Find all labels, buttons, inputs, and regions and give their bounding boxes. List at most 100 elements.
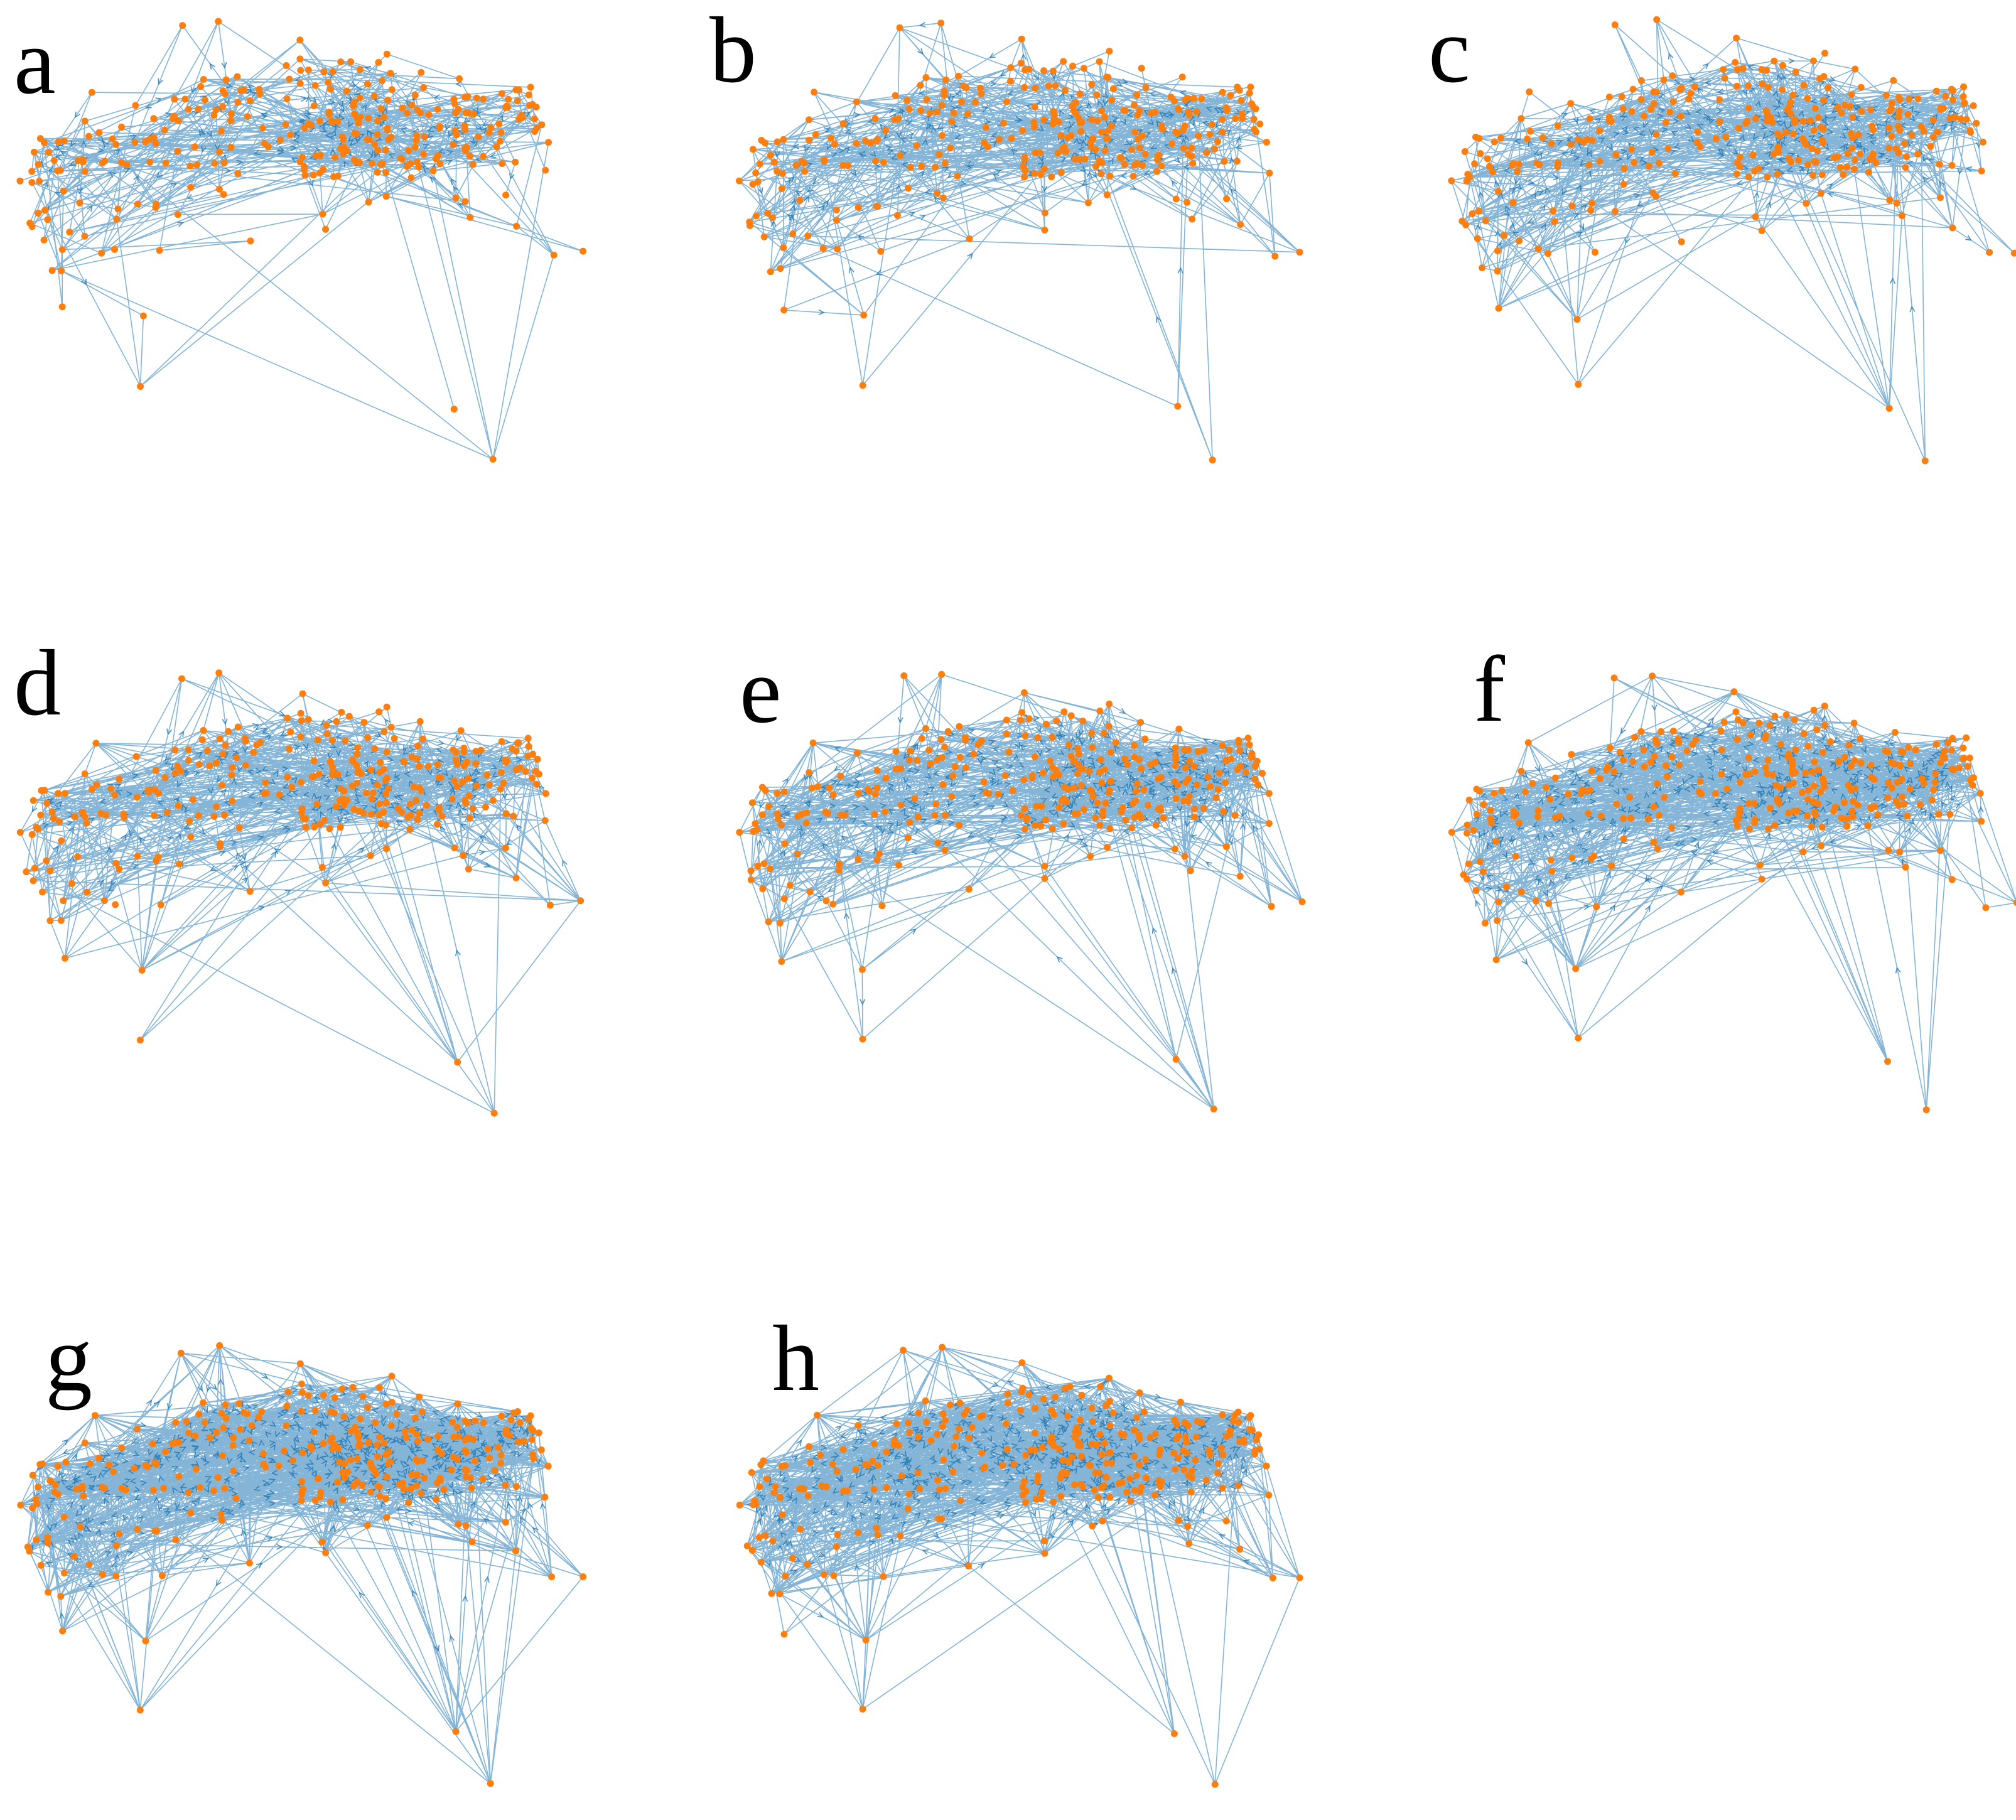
network-node [1605, 113, 1613, 121]
network-node [221, 811, 228, 819]
network-node [1095, 1494, 1102, 1501]
network-node [1637, 77, 1645, 84]
network-node [58, 303, 66, 311]
network-node [211, 159, 218, 167]
network-node [1050, 1499, 1057, 1506]
network-node [1106, 1397, 1113, 1405]
network-node [1139, 162, 1146, 170]
network-node [1865, 168, 1872, 176]
network-node [183, 1418, 190, 1425]
network-node [516, 1419, 524, 1426]
network-node [1811, 105, 1819, 112]
network-node [450, 406, 458, 413]
network-node [1739, 719, 1747, 727]
network-node [1097, 170, 1105, 178]
network-node [455, 105, 462, 113]
network-node [1251, 775, 1258, 783]
network-node [258, 1408, 266, 1416]
network-node [172, 1419, 180, 1426]
network-node [470, 110, 477, 118]
network-node [1227, 92, 1234, 99]
network-node [1717, 727, 1725, 735]
network-node [1774, 797, 1781, 805]
network-node [512, 1547, 519, 1554]
network-node [1003, 98, 1010, 105]
network-node [36, 135, 44, 143]
network-node [85, 132, 92, 140]
network-node [74, 157, 82, 164]
network-node [1821, 50, 1828, 57]
network-node [1592, 249, 1598, 256]
network-node [233, 754, 240, 762]
network-node [374, 1483, 382, 1490]
network-node [99, 159, 106, 166]
network-node [748, 1547, 756, 1554]
network-node [1017, 716, 1025, 724]
network-node [1830, 154, 1838, 161]
network-node [831, 141, 838, 148]
network-node [1020, 776, 1028, 783]
network-node [525, 91, 532, 99]
network-node [26, 1548, 33, 1555]
network-node [1266, 170, 1273, 177]
network-node [1568, 202, 1576, 210]
network-node [546, 902, 554, 909]
network-node [1106, 825, 1114, 832]
network-node [327, 85, 334, 93]
network-node [384, 96, 392, 104]
network-node [91, 1412, 99, 1419]
network-node [282, 121, 289, 128]
network-node [16, 829, 24, 836]
network-node [1758, 66, 1765, 73]
network-node [382, 169, 390, 176]
network-node [475, 133, 482, 141]
network-node [414, 742, 421, 750]
network-node [1231, 812, 1239, 819]
network-node [320, 68, 328, 75]
network-node [1789, 130, 1797, 137]
network-node [1536, 161, 1543, 168]
network-node [1723, 785, 1731, 793]
network-node [95, 1455, 102, 1462]
network-node [1009, 787, 1016, 794]
network-node [1896, 848, 1904, 856]
network-node [747, 867, 755, 875]
network-node [1651, 100, 1658, 107]
network-node [461, 1436, 469, 1444]
panel-h: h [736, 1306, 1303, 1788]
network-node [48, 809, 56, 816]
network-node [1227, 755, 1235, 763]
network-node [1174, 781, 1182, 789]
network-node [1077, 782, 1085, 789]
network-node [365, 1439, 372, 1446]
network-node [1964, 763, 1971, 770]
network-node [497, 1451, 505, 1459]
network-node [323, 730, 331, 738]
network-node [1882, 92, 1890, 99]
network-node [934, 839, 942, 847]
network-node [512, 874, 520, 881]
network-node [1202, 1477, 1210, 1484]
network-node [1018, 812, 1025, 819]
network-node [1239, 115, 1246, 122]
network-node [542, 790, 549, 797]
network-node [542, 166, 549, 174]
network-node [16, 177, 24, 185]
network-node [1735, 124, 1742, 132]
network-node [44, 216, 51, 223]
network-node [1071, 156, 1079, 163]
network-node [1153, 168, 1161, 175]
network-node [298, 1497, 305, 1504]
network-node [45, 1588, 52, 1596]
network-node [502, 1482, 509, 1489]
network-node [448, 1467, 455, 1473]
network-node [904, 834, 912, 842]
network-node [387, 723, 395, 731]
network-node [413, 1482, 420, 1489]
network-node [51, 1481, 59, 1489]
network-node [298, 717, 305, 724]
network-node [1687, 90, 1695, 97]
network-node [58, 837, 65, 844]
network-node [1891, 729, 1899, 736]
network-node [1138, 814, 1145, 822]
